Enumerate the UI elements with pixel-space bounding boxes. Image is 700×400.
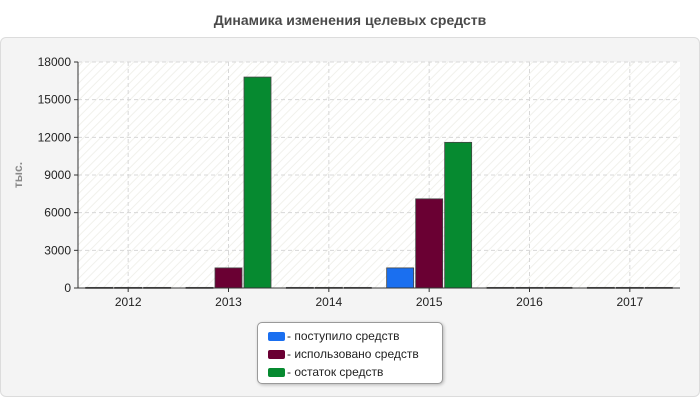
bar-2015-series-0[interactable] xyxy=(386,267,415,289)
legend-item-received[interactable]: - поступило средств xyxy=(268,329,399,343)
x-tick-label: 2016 xyxy=(516,295,543,309)
y-tick-label: 3000 xyxy=(44,243,71,257)
legend-swatch-balance xyxy=(268,367,285,377)
y-tick-label: 0 xyxy=(64,281,71,295)
bar-2013-series-1[interactable] xyxy=(214,267,243,289)
x-tick-label: 2015 xyxy=(416,295,443,309)
y-axis-label: тыс. xyxy=(11,162,25,188)
legend-dash: - xyxy=(287,329,295,343)
legend-dash: - xyxy=(287,365,295,379)
legend-swatch-used xyxy=(268,349,285,359)
legend-label-balance: остаток средств xyxy=(294,365,384,379)
x-tick-labels: 2012 2013 2014 2015 2016 2017 xyxy=(115,288,644,309)
y-tick-label: 15000 xyxy=(38,93,72,107)
legend-item-used[interactable]: - использовано средств xyxy=(268,347,419,361)
legend: - поступило средств - использовано средс… xyxy=(257,322,443,384)
x-tick-label: 2017 xyxy=(616,295,643,309)
x-tick-label: 2014 xyxy=(315,295,342,309)
legend-label-used: использовано средств xyxy=(294,347,419,361)
bar-2015-series-2[interactable] xyxy=(444,141,473,289)
x-tick-label: 2013 xyxy=(215,295,242,309)
bar-2015-series-1[interactable] xyxy=(415,198,444,289)
y-tick-label: 18000 xyxy=(38,55,72,69)
y-tick-label: 12000 xyxy=(38,130,72,144)
legend-item-balance[interactable]: - остаток средств xyxy=(268,365,383,379)
legend-dash: - xyxy=(287,347,295,361)
chart-title: Динамика изменения целевых средств xyxy=(213,12,487,28)
x-tick-label: 2012 xyxy=(115,295,142,309)
legend-label-received: поступило средств xyxy=(294,329,400,343)
y-tick-labels: 0 3000 6000 9000 12000 15000 18000 xyxy=(38,55,78,295)
bar-2013-series-2[interactable] xyxy=(243,76,272,289)
y-tick-label: 9000 xyxy=(44,168,71,182)
grid-lines xyxy=(78,61,680,288)
y-tick-label: 6000 xyxy=(44,206,71,220)
legend-swatch-received xyxy=(268,331,285,341)
